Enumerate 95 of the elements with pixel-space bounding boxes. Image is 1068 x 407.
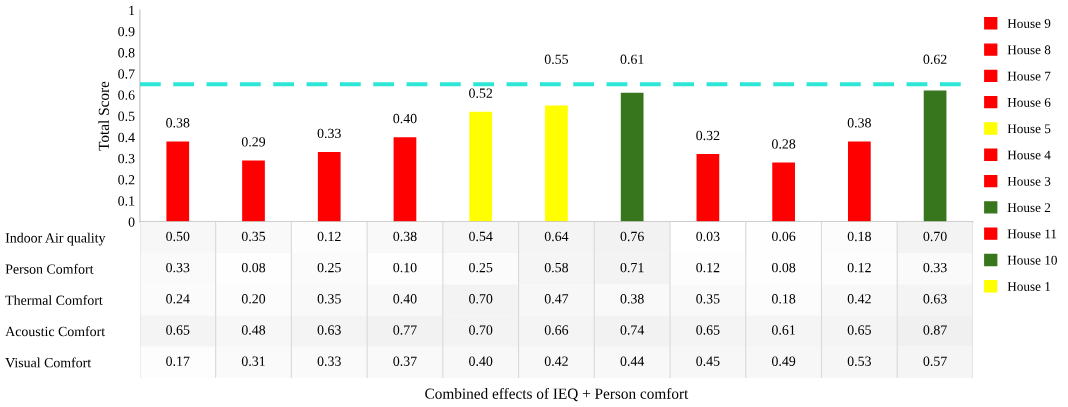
data-label: 0.33: [166, 262, 190, 273]
data-label: 0.12: [317, 231, 341, 242]
y-tick-label: 0.9: [118, 26, 135, 37]
y-tick-label: 1: [129, 5, 135, 15]
y-tick-label: 0.8: [118, 48, 135, 58]
data-label: 0.70: [469, 294, 493, 304]
data-label: 0.40: [393, 113, 417, 124]
legend-label: House 8: [1007, 45, 1051, 55]
text: Combined effects of IEQ + Person comfort: [425, 387, 689, 402]
data-label: 0.38: [393, 231, 417, 242]
data-label: 0.35: [696, 294, 720, 304]
data-label: 0.17: [166, 356, 190, 366]
data-label: 0.66: [544, 325, 569, 335]
data-label: 0.32: [696, 130, 720, 141]
data-label: 0.57: [923, 356, 947, 366]
y-tick-label: Visual Comfort: [5, 357, 92, 368]
data-label: 0.65: [847, 325, 871, 335]
data-label: 0.54: [469, 231, 493, 242]
data-label: 0.65: [696, 325, 720, 335]
data-label: 0.63: [923, 294, 947, 304]
data-label: 0.25: [317, 262, 341, 273]
data-label: 0.70: [469, 325, 493, 335]
data-label: 0.48: [241, 325, 266, 335]
data-label: 0.31: [241, 356, 265, 366]
data-label: 0.40: [469, 356, 493, 366]
data-label: 0.12: [696, 262, 720, 273]
legend-label: House 11: [1007, 229, 1057, 239]
data-label: 0.29: [241, 137, 266, 147]
y-tick-label: 0.2: [118, 175, 135, 185]
data-label: 0.40: [393, 294, 417, 304]
legend-label: House 9: [1007, 19, 1051, 28]
data-label: 0.38: [166, 118, 190, 128]
y-tick-label: 0.4: [118, 132, 135, 143]
data-label: 0.77: [393, 325, 417, 335]
data-label: 0.38: [847, 118, 871, 128]
data-label: 0.87: [923, 325, 947, 335]
legend-label: House 10: [1007, 255, 1057, 265]
data-label: 0.25: [469, 262, 493, 273]
data-label: 0.53: [847, 356, 871, 366]
y-tick-label: Thermal Comfort: [5, 295, 103, 305]
data-label: 0.12: [847, 262, 871, 273]
data-label: 0.06: [772, 231, 796, 242]
y-tick-label: Acoustic Comfort: [5, 326, 106, 337]
legend-label: House 3: [1007, 176, 1051, 186]
data-label: 0.35: [317, 294, 341, 304]
data-label: 0.64: [544, 231, 569, 242]
legend-label: House 7: [1007, 71, 1051, 81]
data-label: 0.37: [393, 356, 417, 366]
data-label: 0.42: [544, 356, 568, 366]
y-tick-label: 0.3: [118, 153, 135, 164]
data-label: 0.47: [544, 294, 569, 304]
data-label: 0.61: [620, 54, 644, 65]
data-label: 0.33: [317, 356, 341, 366]
legend-label: House 4: [1007, 150, 1051, 160]
data-label: 0.58: [544, 262, 569, 273]
data-label: 0.63: [317, 325, 341, 335]
data-label: 0.28: [772, 139, 796, 149]
data-label: 0.33: [923, 262, 947, 273]
data-label: 0.38: [620, 294, 644, 304]
data-label: 0.61: [772, 325, 795, 335]
data-label: 0.45: [696, 356, 720, 366]
y-tick-label: 0.5: [118, 111, 135, 122]
y-tick-label: 0.7: [118, 69, 135, 79]
data-label: 0.08: [241, 262, 266, 273]
legend-label: House 2: [1007, 203, 1051, 213]
y-tick-label: 0.6: [118, 90, 135, 100]
data-label: 0.18: [772, 294, 796, 304]
data-label: 0.35: [241, 231, 266, 242]
y-tick-label: Person Comfort: [5, 263, 94, 274]
data-label: 0.44: [620, 356, 645, 366]
legend-label: House 5: [1007, 124, 1051, 134]
data-label: 0.74: [620, 325, 645, 335]
data-label: 0.20: [241, 294, 266, 304]
data-label: 0.55: [544, 54, 569, 65]
y-tick-label: Indoor Air quality: [5, 232, 106, 246]
legend-label: House 1: [1007, 282, 1051, 291]
y-tick-label: 0: [128, 217, 135, 227]
data-label: 0.52: [469, 88, 493, 98]
data-label: 0.03: [696, 231, 720, 242]
data-label: 0.18: [847, 231, 871, 242]
data-label: 0.70: [923, 231, 947, 242]
y-axis-title: Total Score: [98, 81, 110, 151]
data-label: 0.50: [166, 231, 190, 242]
data-label: 0.24: [166, 294, 190, 304]
data-label: 0.08: [772, 262, 796, 273]
y-tick-label: 0.1: [118, 196, 135, 206]
data-label: 0.33: [317, 128, 341, 139]
data-label: 0.65: [166, 325, 190, 335]
data-label: 0.76: [620, 231, 644, 242]
data-label: 0.49: [772, 356, 796, 366]
data-label: 0.62: [923, 54, 947, 65]
legend-label: House 6: [1007, 98, 1051, 107]
data-label: 0.10: [393, 262, 417, 273]
data-label: 0.71: [620, 262, 644, 273]
data-label: 0.42: [847, 294, 871, 304]
